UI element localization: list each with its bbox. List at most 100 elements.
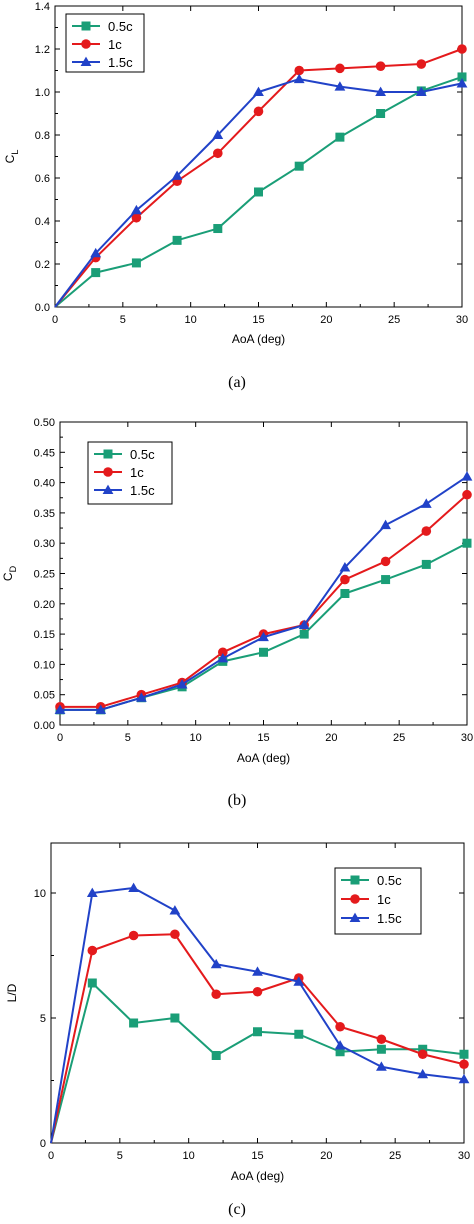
data-point <box>294 1029 304 1039</box>
data-point <box>415 86 427 97</box>
series-1.5c <box>54 73 468 308</box>
y-axis-title: L/D <box>5 983 19 1002</box>
data-point <box>131 258 141 268</box>
chart-c: 0 5 10 15 20 25 30 0 5 10 AoA (deg) L/D 0.5c 1c 1.5c (c… <box>5 842 470 1218</box>
data-point <box>128 882 139 893</box>
x-tick-label: 0 <box>52 314 58 326</box>
data-point <box>54 704 66 714</box>
y-tick-label: 0.45 <box>34 447 55 459</box>
legend-label: 1c <box>108 37 122 52</box>
y-tick-label: 0.8 <box>35 130 50 142</box>
y-tick-label: 0.20 <box>34 599 55 611</box>
series-1.5c <box>54 471 473 714</box>
data-point <box>211 989 221 1000</box>
data-point <box>172 235 182 245</box>
y-tick-label: 10 <box>34 888 46 900</box>
data-point <box>462 538 472 548</box>
data-point <box>217 652 229 663</box>
x-tick-label: 30 <box>456 314 468 326</box>
y-tick-label: 0.35 <box>34 508 55 520</box>
legend: 0.5c 1c 1.5c <box>87 441 173 505</box>
chart-a: 0 5 10 15 20 25 30 0.0 0.2 0.4 0.6 0.8 1.0 1.2 1.4 AoA … <box>3 1 468 391</box>
data-point <box>87 978 97 988</box>
y-tick-label: 0.0 <box>35 302 50 314</box>
data-point <box>252 986 263 997</box>
y-tick-label: 0.50 <box>34 417 55 429</box>
x-tick-label: 10 <box>183 1150 195 1162</box>
data-point <box>376 1044 386 1054</box>
data-point <box>334 1040 346 1050</box>
series-line <box>50 982 465 1144</box>
data-point <box>462 489 472 500</box>
data-point <box>335 1047 345 1057</box>
data-point <box>218 647 228 658</box>
data-point <box>418 1044 428 1054</box>
legend-marker <box>103 449 113 459</box>
data-point <box>253 86 264 97</box>
series-line <box>60 542 468 711</box>
legend-label: 1c <box>130 465 144 480</box>
data-point <box>129 1018 139 1028</box>
legend-marker <box>81 39 91 49</box>
legend-label: 1.5c <box>108 55 133 70</box>
legend-label: 0.5c <box>130 447 155 462</box>
data-point <box>334 81 346 91</box>
data-point <box>375 86 386 97</box>
data-point <box>176 678 188 689</box>
data-point <box>459 1059 469 1070</box>
x-tick-label: 10 <box>185 314 197 326</box>
data-point <box>335 1021 345 1032</box>
y-axis-title-main: C <box>3 154 17 163</box>
legend: 0.5c 1c 1.5c <box>65 13 145 73</box>
data-point <box>456 78 468 88</box>
data-point <box>253 106 264 117</box>
y-axis-title-main: C <box>1 572 15 581</box>
data-point <box>339 562 351 572</box>
data-point <box>293 976 305 986</box>
y-tick-label: 0.25 <box>34 569 55 581</box>
x-tick-label: 15 <box>251 1150 263 1162</box>
series-1.5c <box>50 882 470 1144</box>
data-point <box>128 930 139 941</box>
data-point <box>457 44 467 54</box>
x-tick-label: 5 <box>120 314 126 326</box>
data-point <box>170 1013 180 1023</box>
data-point <box>169 905 181 915</box>
legend-label: 1c <box>377 892 391 907</box>
data-point <box>91 268 101 278</box>
caption: (a) <box>228 374 246 391</box>
data-point <box>213 224 223 234</box>
legend-label: 0.5c <box>108 19 133 34</box>
data-point <box>86 887 98 898</box>
y-tick-label: 5 <box>40 1013 46 1025</box>
series-0.5c <box>55 538 472 715</box>
data-point <box>253 1027 262 1037</box>
y-tick-label: 0 <box>40 1138 46 1150</box>
legend-marker <box>102 484 114 495</box>
data-point <box>87 945 98 956</box>
series-line <box>50 933 465 1144</box>
data-point <box>459 1049 469 1059</box>
y-axis-title-subscript: D <box>8 565 18 572</box>
y-tick-label: 1.4 <box>35 1 50 13</box>
data-point <box>458 1073 470 1084</box>
x-tick-label: 25 <box>393 732 405 744</box>
data-point <box>416 59 427 69</box>
data-point <box>380 519 391 530</box>
data-point <box>254 187 263 197</box>
data-point <box>299 629 309 639</box>
data-point <box>298 619 310 630</box>
data-point <box>211 1051 221 1060</box>
legend-marker <box>80 56 92 67</box>
y-tick-label: 1.2 <box>35 44 50 56</box>
data-point <box>171 170 183 180</box>
x-tick-label: 25 <box>388 314 400 326</box>
data-point <box>457 72 467 82</box>
y-tick-label: 0.30 <box>34 538 55 550</box>
y-tick-label: 0.10 <box>34 659 55 671</box>
legend: 0.5c 1c 1.5c <box>334 867 422 935</box>
chart-b: 0 5 10 15 20 25 30 0.00 0.05 0.10 0.15 0.20 0.25 0.30… <box>1 417 473 809</box>
data-point <box>90 247 102 258</box>
legend-marker <box>350 894 360 904</box>
data-point <box>212 129 224 140</box>
